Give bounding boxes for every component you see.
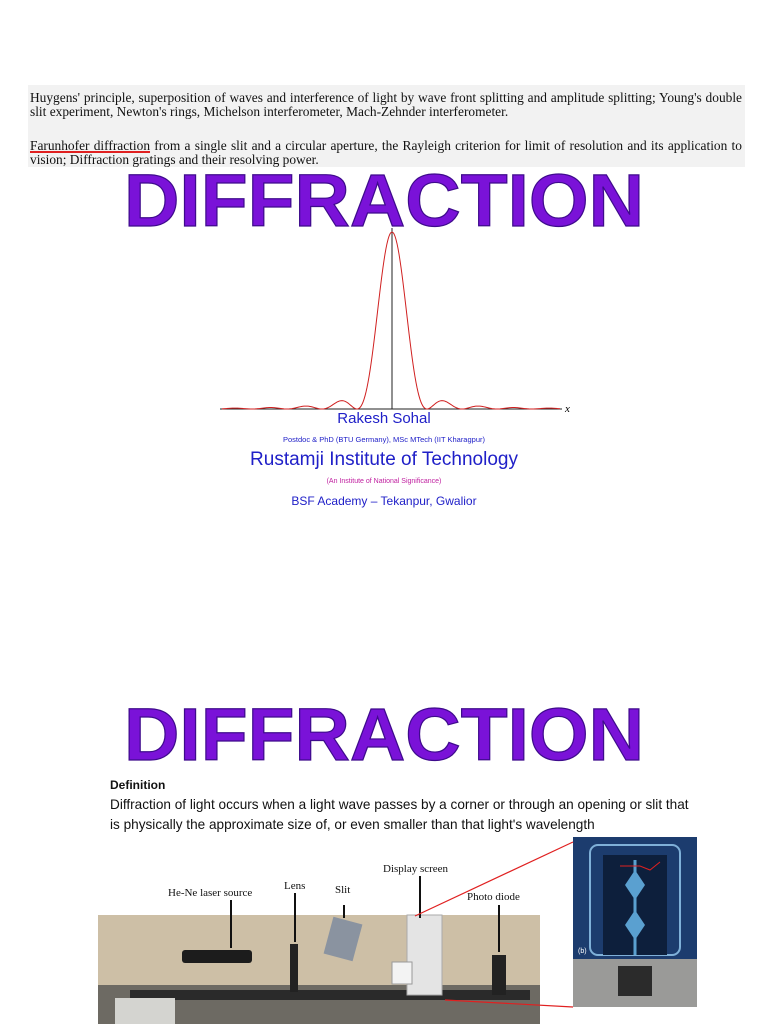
power-supply [115, 998, 175, 1024]
lens [290, 944, 298, 992]
screen [406, 914, 443, 996]
credentials: Postdoc & PhD (BTU Germany), MSc MTech (… [282, 435, 485, 444]
syllabus-paragraph: Huygens' principle, superposition of wav… [30, 90, 742, 119]
highlighted-term: Farunhofer diffraction [30, 138, 151, 153]
optical-bench [130, 990, 530, 1000]
figure-label: Slit [335, 884, 350, 896]
slide-title: DIFFRACTION [124, 159, 644, 242]
author: Rakesh Sohal [337, 410, 431, 427]
figure-label: He-Ne laser source [168, 887, 252, 899]
callout-line [444, 999, 574, 1008]
photodiode [492, 955, 506, 995]
inset-label: (b) [578, 948, 587, 955]
definition-text: Diffraction of light occurs when a light… [110, 797, 689, 832]
syllabus-background [28, 85, 745, 167]
syllabus-paragraph: Farunhofer diffraction from a single sli… [30, 139, 742, 167]
figure-label: Photo diode [467, 891, 520, 903]
location: BSF Academy – Tekanpur, Gwalior [291, 494, 477, 508]
slit [323, 916, 363, 962]
socket [391, 961, 413, 985]
lab-photo [98, 914, 540, 1024]
inset-image: (b) [573, 837, 697, 1007]
axis-label: x [564, 403, 570, 415]
definition-heading: Definition [110, 778, 166, 792]
syllabus-text: from a single slit and a circular apertu… [30, 138, 742, 167]
diffraction-curve [221, 231, 561, 410]
institute: Rustamji Institute of Technology [250, 449, 518, 470]
figure-label: Display screen [383, 863, 449, 875]
slide-title: DIFFRACTION [124, 693, 644, 776]
institute-note: (An Institute of National Significance) [326, 478, 442, 485]
laser [182, 950, 252, 963]
pointer-arrows [230, 876, 500, 952]
figure-label: Lens [284, 880, 305, 892]
callout-line [414, 841, 574, 917]
